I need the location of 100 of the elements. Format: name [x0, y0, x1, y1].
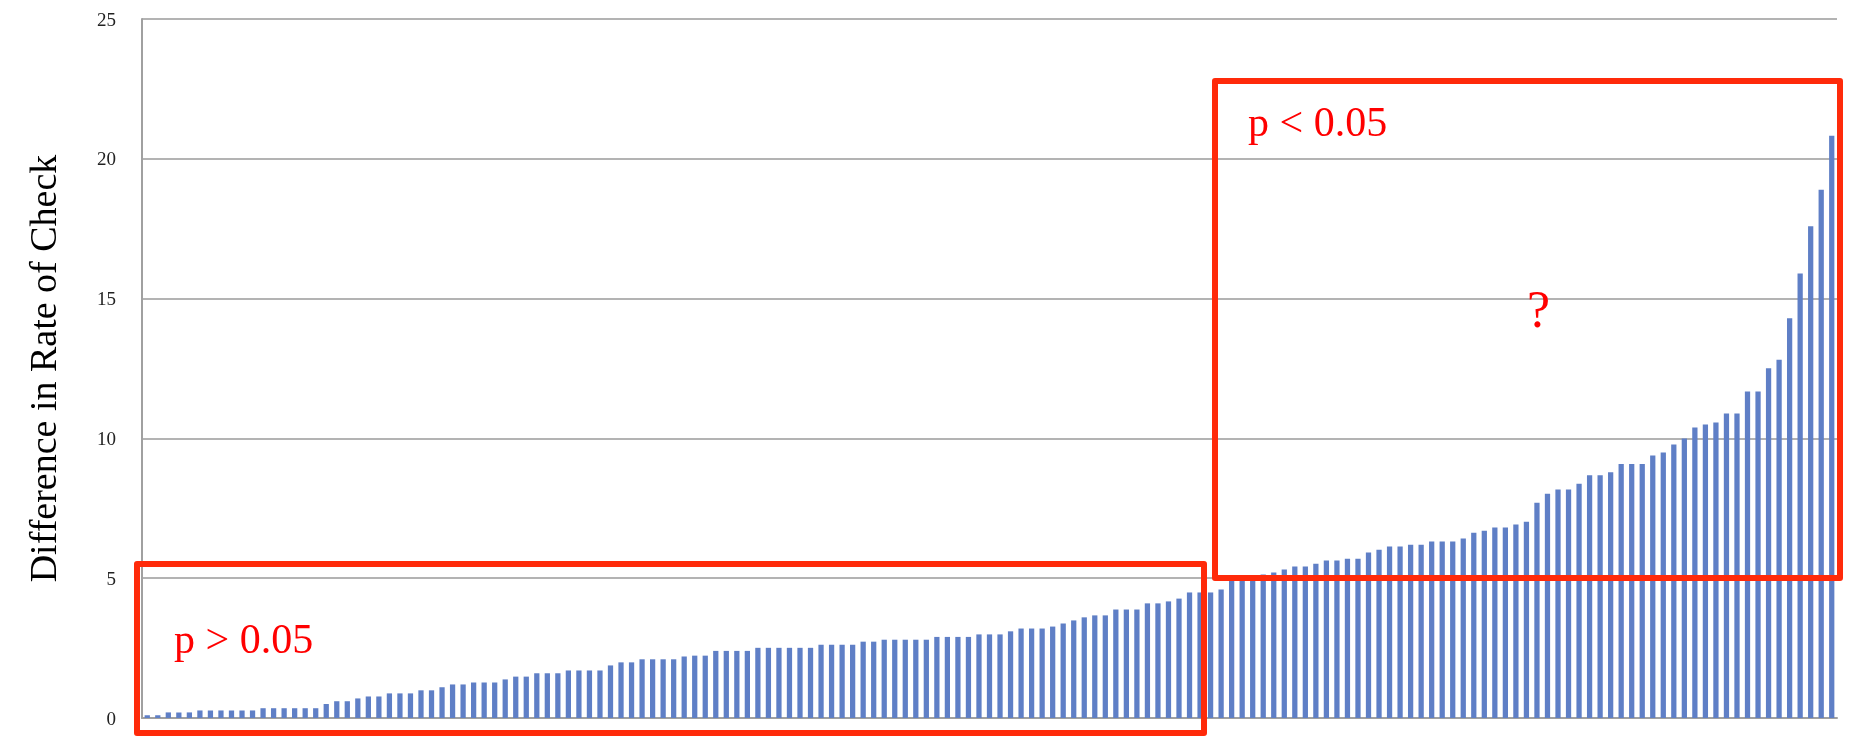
- bar: [292, 708, 298, 718]
- bar: [1650, 455, 1656, 718]
- bar: [997, 634, 1003, 718]
- bar: [323, 704, 329, 718]
- bar: [1071, 620, 1077, 718]
- bar: [397, 693, 403, 718]
- bar: [449, 684, 456, 718]
- bar: [1808, 226, 1814, 718]
- bar: [807, 647, 814, 718]
- bar: [471, 682, 477, 718]
- bar: [692, 655, 698, 718]
- bar: [1229, 581, 1235, 718]
- bar: [1102, 615, 1108, 718]
- bar: [1018, 628, 1024, 718]
- bar: [723, 650, 729, 718]
- bar: [281, 708, 287, 718]
- bar: [386, 693, 393, 718]
- bar: [365, 696, 371, 718]
- bar: [1797, 273, 1803, 718]
- annotation: p > 0.05: [174, 615, 314, 663]
- bar: [355, 698, 361, 718]
- bar: [376, 696, 382, 718]
- bar: [1334, 560, 1340, 718]
- bar: [744, 650, 750, 718]
- bar: [1671, 444, 1677, 718]
- bar: [1776, 359, 1782, 718]
- bar: [1439, 541, 1445, 718]
- y-tick-label: 20: [97, 148, 116, 170]
- bar: [344, 701, 350, 718]
- bar: [1544, 493, 1551, 718]
- bar: [544, 673, 550, 718]
- bar: [534, 673, 540, 718]
- bar: [1755, 391, 1761, 718]
- bar: [881, 639, 887, 718]
- bar: [1692, 427, 1698, 718]
- bar: [902, 639, 908, 718]
- bar: [1565, 489, 1572, 718]
- bar: [1081, 617, 1087, 718]
- bar: [607, 665, 614, 718]
- bar: [1355, 558, 1361, 718]
- y-tick-label: 25: [97, 8, 116, 30]
- bar: [944, 636, 951, 718]
- bar: [1723, 413, 1730, 718]
- annotation: p < 0.05: [1248, 98, 1388, 146]
- bar: [628, 662, 635, 718]
- bar: [755, 647, 761, 718]
- bar: [302, 708, 308, 718]
- bar: [576, 670, 582, 718]
- bar: [1471, 532, 1477, 718]
- bar: [144, 715, 150, 718]
- bar: [197, 710, 203, 718]
- bar: [1386, 546, 1393, 718]
- bar: [439, 687, 445, 718]
- bar: [1155, 603, 1161, 718]
- bar: [1113, 609, 1119, 718]
- bar: [1050, 626, 1056, 718]
- bar: [1492, 527, 1498, 718]
- bar: [1165, 601, 1172, 718]
- bar: [955, 636, 961, 718]
- bar: [407, 693, 414, 718]
- bar: [1576, 483, 1582, 718]
- bar: [828, 644, 835, 718]
- bar: [1281, 569, 1287, 718]
- bar: [155, 715, 161, 718]
- bar: [1481, 530, 1487, 718]
- bar: [228, 710, 235, 718]
- bar: [1186, 592, 1193, 718]
- bar: [207, 710, 214, 718]
- bar: [1123, 609, 1129, 718]
- bar: [1397, 546, 1403, 718]
- bar: [1597, 475, 1603, 718]
- bar: [934, 636, 940, 718]
- bar: [1460, 538, 1466, 718]
- bar: [1639, 464, 1645, 718]
- y-tick-label: 0: [106, 707, 116, 729]
- bar: [1555, 489, 1561, 718]
- bar: [1829, 135, 1835, 718]
- bar: [1618, 464, 1624, 718]
- bar: [586, 670, 593, 718]
- bar: [892, 639, 898, 718]
- bar: [502, 679, 508, 718]
- bar: [786, 647, 793, 718]
- y-axis-title: Difference in Rate of Check: [22, 154, 64, 583]
- y-tick-label: 10: [97, 427, 116, 449]
- bar: [313, 708, 319, 718]
- bar: [871, 641, 877, 718]
- bar: [418, 690, 424, 718]
- bar: [986, 634, 993, 718]
- bar: [1523, 521, 1530, 718]
- bar: [1429, 541, 1435, 718]
- bar: [1534, 502, 1540, 718]
- bar: [1660, 452, 1666, 718]
- bar: [860, 641, 866, 718]
- bar: [270, 708, 277, 718]
- bar: [1144, 603, 1151, 718]
- bar: [671, 659, 677, 718]
- bar: [797, 647, 803, 718]
- bar: [1734, 413, 1740, 718]
- bar: [1702, 424, 1709, 718]
- y-tick-label: 5: [106, 567, 116, 589]
